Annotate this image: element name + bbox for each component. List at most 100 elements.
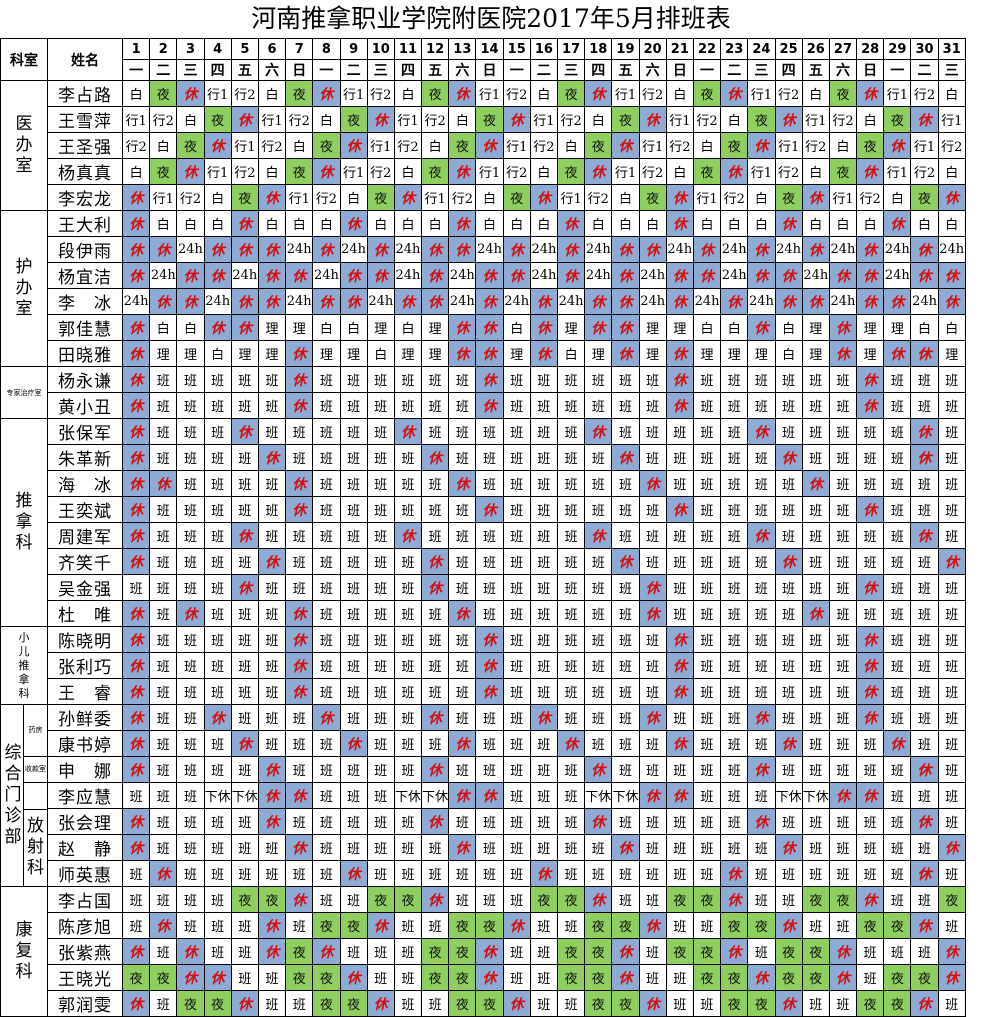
shift-cell: 班 [584,548,613,575]
shift-cell: 24h [556,288,586,315]
shift-cell: 夜 [747,106,776,133]
shift-cell: 班 [638,652,667,679]
shift-cell: 班 [149,652,178,679]
weekday-label: 日 [665,59,694,81]
shift-cell: 班 [203,600,232,627]
staff-row: 段伊雨休休 24h 休休休 24h 休 24h 休 24h 休休 24h 休 24h 休 24h 休休 24h… [1,236,966,263]
shift-cell: 休 [856,288,885,315]
shift-cell: 班 [556,652,586,679]
shift-cell: 休 [747,236,776,263]
shift-cell: 班 [801,496,830,523]
shift-cell: 班 [366,964,395,991]
shift-cell: 休 [393,288,423,315]
shift-cell: 24h [285,236,314,263]
shift-cell: 班 [611,652,640,679]
shift-cell: 行1 [747,158,776,185]
shift-cell: 班 [230,392,259,419]
shift-cell: 休 [747,522,776,549]
shift-cell: 夜 [774,938,803,965]
shift-cell: 休 [121,730,151,757]
shift-cell: 休 [257,782,287,809]
staff-name: 海 冰 [47,470,123,497]
shift-cell: 班 [611,626,640,653]
shift-cell: 夜 [910,184,939,211]
shift-cell: 休 [529,340,559,367]
shift-cell: 休 [121,652,151,679]
weekday-label: 二 [339,59,368,81]
shift-cell: 班 [910,366,939,393]
shift-cell: 休 [801,288,830,315]
shift-cell: 休 [529,704,559,731]
shift-cell: 班 [720,626,749,653]
shift-cell: 班 [285,418,314,445]
shift-cell: 下休 [774,782,803,809]
shift-cell: 班 [502,860,531,887]
shift-cell: 理 [720,340,749,367]
shift-cell: 夜 [692,886,722,913]
day-number: 23 [720,38,749,60]
shift-cell: 班 [366,626,395,653]
shift-cell: 夜 [611,106,640,133]
weekday-label: 六 [257,59,287,81]
shift-cell: 班 [665,444,694,471]
shift-cell: 班 [828,522,858,549]
shift-cell: 班 [556,756,586,783]
shift-cell: 班 [421,470,450,497]
shift-cell: 班 [937,860,966,887]
shift-cell: 夜 [366,184,395,211]
shift-cell: 班 [203,886,232,913]
shift-cell: 班 [230,626,259,653]
shift-cell: 班 [611,600,640,627]
shift-cell: 白 [339,184,368,211]
shift-cell: 班 [720,392,749,419]
staff-row: 张紫燕休班休班班休夜休班班班夜夜休班班夜夜休班夜夜休班夜夜休班班班休 [1,938,966,965]
shift-cell: 休 [121,756,151,783]
shift-cell: 休 [421,548,450,575]
shift-cell: 下休 [611,782,640,809]
shift-cell: 班 [692,522,722,549]
shift-cell: 班 [584,652,613,679]
shift-cell: 休 [910,808,939,835]
shift-cell: 24h [883,236,912,263]
shift-cell: 行1 [339,80,368,107]
shift-cell: 班 [692,860,722,887]
shift-cell: 班 [502,522,531,549]
shift-cell: 行2 [285,106,314,133]
shift-cell: 班 [203,730,232,757]
staff-name: 朱革新 [47,444,123,471]
shift-cell: 休 [121,678,151,705]
shift-cell: 班 [529,444,559,471]
shift-cell: 休 [747,808,776,835]
shift-cell: 24h [230,262,259,289]
shift-cell: 下休 [393,782,423,809]
shift-cell: 夜 [883,106,912,133]
shift-cell: 白 [393,80,423,107]
shift-cell: 休 [230,418,259,445]
shift-cell: 班 [828,548,858,575]
shift-cell: 24h [665,236,694,263]
shift-cell: 休 [312,704,341,731]
shift-cell: 班 [638,548,667,575]
shift-cell: 24h [638,262,667,289]
shift-cell: 夜 [230,184,259,211]
shift-cell: 夜 [828,158,858,185]
staff-row: 推拿科张保军休班班班休班班班班班休班班班班班班休班班班班班休班班班班班休班 [0,418,966,627]
shift-cell: 班 [638,626,667,653]
shift-cell: 班 [285,522,314,549]
shift-cell: 休 [475,366,504,393]
shift-cell: 班 [203,574,232,601]
sub-department-label: 收款室 [24,757,47,784]
header-name: 姓名 [47,38,123,81]
shift-cell: 白 [665,80,694,107]
shift-cell: 休 [285,626,314,653]
shift-cell: 班 [339,938,368,965]
shift-cell: 班 [285,730,314,757]
shift-cell: 班 [937,652,966,679]
shift-cell: 班 [448,418,477,445]
shift-cell: 白 [203,184,232,211]
shift-cell: 班 [366,392,395,419]
shift-cell: 休 [856,496,885,523]
shift-cell: 班 [774,522,803,549]
shift-cell: 班 [502,782,531,809]
shift-cell: 班 [692,912,722,939]
